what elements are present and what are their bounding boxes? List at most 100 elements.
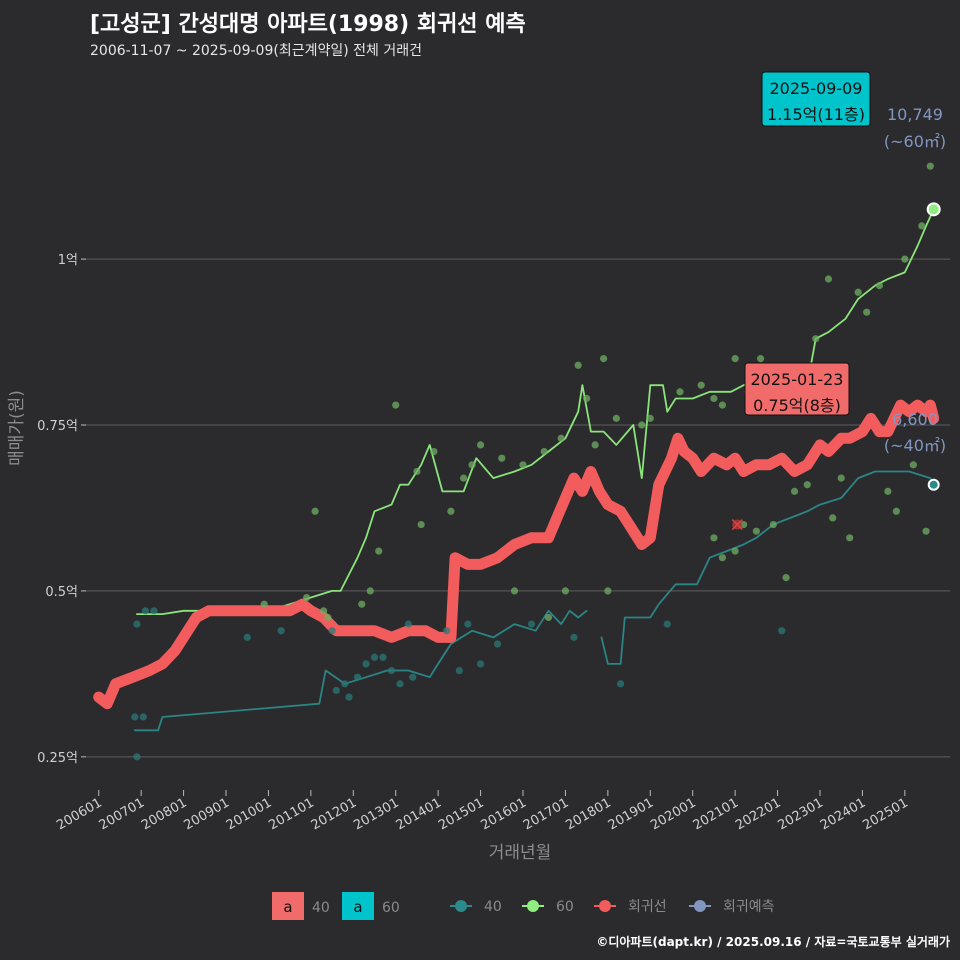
scatter-point [141,607,149,615]
scatter-point [413,467,421,476]
label-40-latest: 2025-01-23 0.75억(8층) [744,362,850,416]
scatter-point [341,680,349,688]
x-tick-label: 202301 [776,795,826,833]
scatter-point [926,162,934,170]
pred-area-60: (~60㎡) [884,132,946,151]
legend-label: 회귀예측 [723,899,775,915]
scatter-point [133,620,141,628]
scatter-point [854,288,862,296]
scatter-point [133,753,141,761]
series-layer [93,208,940,732]
scatter-point [803,481,811,489]
scatter-point [455,666,463,675]
x-tick-label: 201001 [224,795,274,833]
scatter-point [311,507,319,515]
scatter-point [328,627,336,635]
end-point-60 [926,202,941,217]
label-60-latest-text: 1.15억(11층) [767,105,865,124]
legend-label: 60 [382,900,400,916]
scatter-point [731,547,739,555]
label-40-latest-text: 0.75억(8층) [753,396,841,415]
legend-swatch [342,892,374,920]
annotation-layer: 2025-09-09 1.15억(11층) 2025-01-23 0.75억(8층) 1… [744,71,946,491]
x-tick-label: 201501 [436,795,486,833]
pred-area-40: (~40㎡) [884,436,946,455]
scatter-point [676,388,684,396]
legend-dot [694,900,706,912]
label-60-latest: 2025-09-09 1.15억(11층) [761,71,871,127]
legend-label: 60 [556,899,574,915]
scatter-point [409,673,417,681]
scatter-point [443,627,451,635]
scatter-point [875,282,883,290]
scatter-point [417,520,425,529]
scatter-point [837,474,845,482]
scatter-point [447,507,455,515]
scatter-point [863,308,871,316]
scatter-point [612,414,620,422]
x-tick-label: 200701 [97,795,147,833]
scatter-point [583,394,591,403]
x-tick-label: 200901 [182,795,232,833]
scatter-point [131,713,139,721]
scatter-point [392,401,400,409]
scatter-point [324,613,332,622]
x-tick-label: 202501 [860,795,910,833]
scatter-point [778,627,786,635]
scatter-layer [131,162,934,761]
scatter-point [139,713,147,721]
series-line-60 [136,208,935,615]
label-60-latest-text: 2025-09-09 [770,79,863,98]
scatter-point [540,447,548,456]
legend-layer: a 40 a 60 40 60 회귀선 회귀예측 [272,892,775,920]
y-tick-label: 0.75억 [37,419,78,434]
scatter-point [468,461,476,469]
scatter-point [892,507,900,515]
x-tick-label: 201101 [266,795,316,833]
x-tick-label: 201901 [606,795,656,833]
legend-label: 40 [484,899,502,915]
scatter-point [303,593,311,602]
scatter-point [918,222,926,230]
scatter-point [396,680,404,688]
scatter-point [353,673,362,681]
scatter-point [604,587,612,595]
scatter-point [375,547,383,555]
scatter-point [616,680,625,688]
scatter-point [782,574,790,582]
x-tick-label: 201601 [479,795,529,833]
scatter-point [710,534,718,542]
scatter-point [345,693,353,701]
label-60-latest-bg [761,71,871,127]
scatter-point [731,355,739,363]
legend-label: 40 [312,900,330,916]
scatter-point [527,620,536,628]
scatter-point [476,441,485,449]
label-40-latest-bg [744,362,850,416]
scatter-point [557,434,565,442]
x-tick-label: 201701 [521,795,571,833]
x-tick-label: 201201 [309,795,359,833]
source-caption: ©디아파트(dapt.kr) / 2025.09.16 / 자료=국토교통부 실… [596,935,950,949]
x-tick-label: 200601 [54,795,104,833]
scatter-point [790,487,799,495]
scatter-point [718,401,727,409]
x-tick-label: 201801 [563,795,613,833]
series-line-40 [133,609,588,732]
scatter-point [544,613,553,622]
y-tick-label: 0.25억 [37,751,78,766]
scatter-point [493,640,502,648]
scatter-point [332,686,340,695]
scatter-point [150,607,158,615]
x-tick-label: 201401 [394,795,444,833]
scatter-point [829,514,837,522]
scatter-point [498,454,506,462]
scatter-point [476,660,485,668]
scatter-point [646,414,654,422]
scatter-point [430,447,438,456]
legend-line-item: 회귀선 [594,899,667,915]
legend-fill-item: a 40 [272,892,330,920]
pred-value-40: 6,600 [892,410,938,429]
legend-swatch-glyph: a [353,898,362,916]
